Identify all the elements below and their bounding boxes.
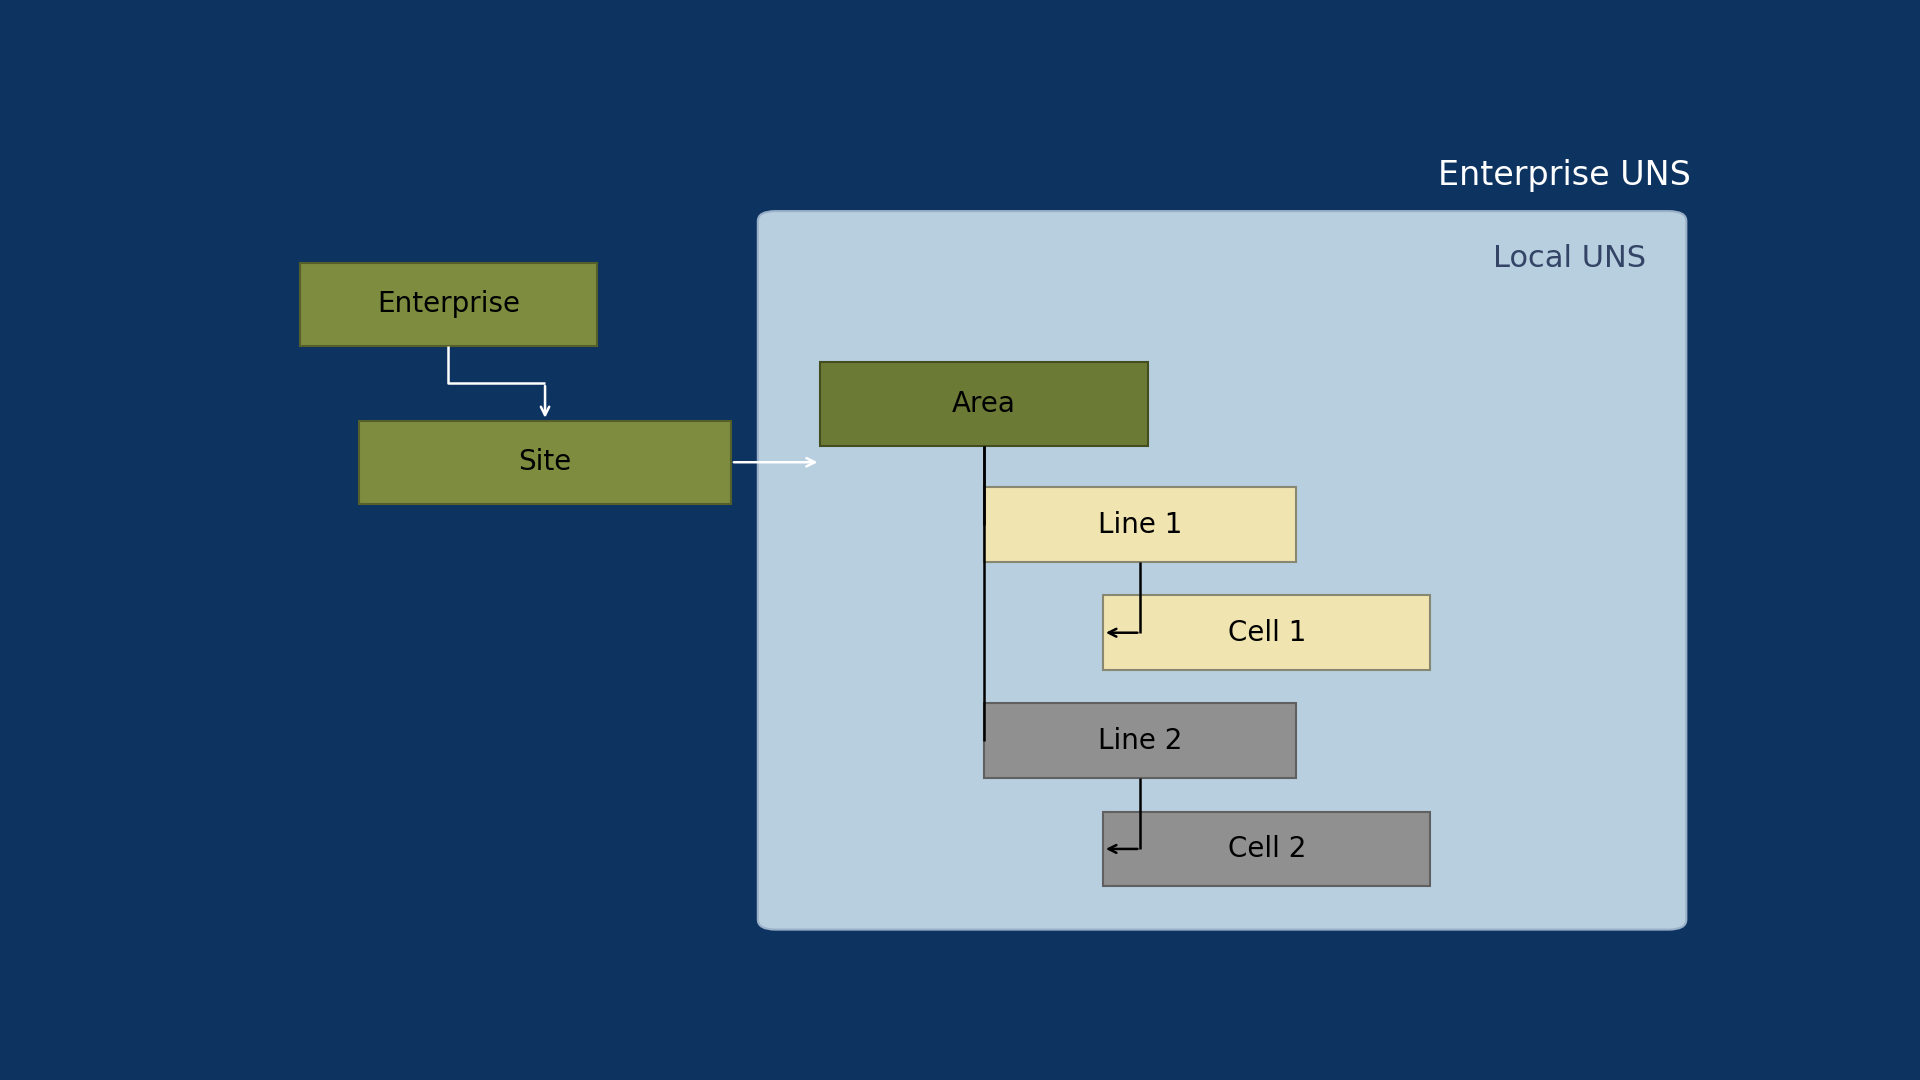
- Text: Enterprise: Enterprise: [376, 291, 520, 319]
- FancyBboxPatch shape: [1102, 595, 1430, 670]
- Text: Cell 1: Cell 1: [1227, 619, 1306, 647]
- Text: Local UNS: Local UNS: [1494, 244, 1645, 273]
- Text: Area: Area: [952, 390, 1016, 418]
- FancyBboxPatch shape: [983, 703, 1296, 779]
- FancyBboxPatch shape: [359, 420, 732, 503]
- Text: Enterprise UNS: Enterprise UNS: [1438, 159, 1692, 192]
- Text: Line 1: Line 1: [1098, 511, 1183, 539]
- FancyBboxPatch shape: [300, 262, 597, 346]
- Text: Cell 2: Cell 2: [1227, 835, 1306, 863]
- Text: Line 2: Line 2: [1098, 727, 1183, 755]
- FancyBboxPatch shape: [820, 363, 1148, 446]
- Text: Site: Site: [518, 448, 572, 476]
- FancyBboxPatch shape: [1102, 811, 1430, 887]
- FancyBboxPatch shape: [983, 487, 1296, 562]
- FancyBboxPatch shape: [758, 211, 1686, 930]
